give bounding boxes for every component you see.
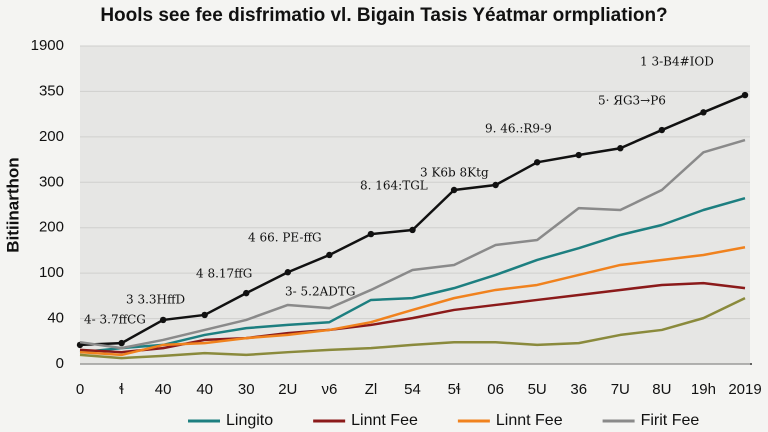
chart-title: Hools see fee disfrimatio vl. Bigain Tas… [100, 5, 667, 26]
annotation: 9. 46.:R9-9 [485, 122, 552, 136]
point [159, 316, 167, 324]
annotation: 1 3-B4#IOD [640, 55, 714, 69]
point [700, 109, 707, 116]
point [326, 251, 333, 259]
plot-area [80, 46, 750, 364]
x-tick-label: 06 [487, 381, 504, 398]
x-tick-label: 40 [196, 381, 213, 398]
point [367, 230, 375, 238]
x-tick-label: 0 [76, 381, 84, 398]
x-tick-label: 5U [528, 381, 547, 398]
annotation: 4- 3.7ffCG [84, 313, 146, 327]
series-line [79, 297, 746, 360]
x-tick-label: ν6 [321, 381, 337, 398]
x-tick-label: 54 [404, 381, 421, 398]
x-tick-label: 19h [691, 381, 716, 398]
x-tick-label: 40 [155, 381, 172, 398]
x-tick-label: 2U [278, 381, 297, 398]
y-tick-label: 1900 [31, 37, 64, 54]
point [243, 289, 250, 297]
y-tick-label: 200 [39, 219, 64, 236]
annotation: 4 8.17ffG [196, 267, 252, 281]
y-tick-label: 300 [39, 173, 64, 190]
point [741, 91, 749, 99]
annotation: 4 66. PE-ffG [248, 231, 322, 245]
annotation: 3 K6b 8Ktg [420, 166, 489, 180]
point [450, 186, 458, 194]
y-tick-label: 0 [56, 355, 64, 372]
point [409, 226, 416, 234]
series-line [79, 138, 746, 350]
x-tick-label: 8U [652, 381, 671, 398]
legend-label: Lingito [226, 412, 273, 429]
x-tick-label: Zl [365, 381, 378, 398]
point [533, 159, 541, 166]
annotation: 3- 5.2ADTG [285, 285, 355, 299]
annotation: 5· ЯG3→P6 [598, 94, 666, 108]
point [492, 181, 499, 189]
legend-label: Linnt Fee [496, 412, 563, 429]
x-tick-label: 2019 [728, 381, 761, 398]
legend-label: Linnt Fee [351, 412, 418, 429]
x-tick-label: ɬ [119, 381, 124, 398]
point [284, 269, 292, 276]
y-tick-label: 100 [39, 264, 64, 281]
annotation: 8. 164:TGL [360, 179, 428, 193]
point [201, 311, 208, 319]
x-tick-label: 30 [238, 381, 255, 398]
point [658, 126, 666, 134]
x-tick-label: 5ɬ [448, 381, 461, 398]
point [118, 339, 125, 347]
point [575, 151, 582, 159]
point [617, 145, 624, 152]
x-tick-label: 7U [611, 381, 630, 398]
y-axis-label: Bitiinarthon [3, 157, 22, 252]
series-line [79, 246, 746, 357]
x-tick-label: 36 [570, 381, 587, 398]
y-tick-label: 40 [47, 310, 64, 327]
y-tick-label: 350 [39, 82, 64, 99]
series-line [79, 196, 746, 354]
annotation: 3 3.3HffD [126, 293, 185, 307]
y-tick-label: 200 [39, 128, 64, 145]
legend-label: Firit Fee [641, 412, 700, 429]
